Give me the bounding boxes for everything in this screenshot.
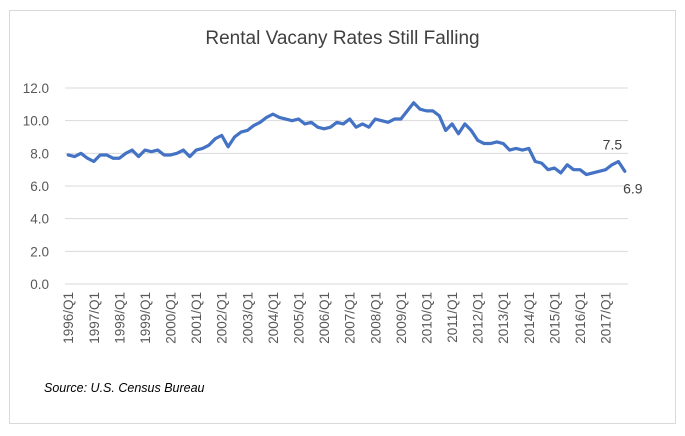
x-tick-label: 2000/Q1 bbox=[164, 292, 179, 344]
x-tick-label: 2006/Q1 bbox=[317, 292, 332, 344]
y-tick-label: 6.0 bbox=[30, 179, 49, 194]
series-line bbox=[66, 101, 627, 177]
x-tick-label: 2013/Q1 bbox=[496, 292, 511, 344]
data-label: 7.5 bbox=[603, 137, 623, 153]
chart-frame bbox=[9, 10, 676, 424]
y-tick-label: 10.0 bbox=[23, 114, 49, 129]
x-tick-label: 2011/Q1 bbox=[445, 292, 460, 343]
x-tick-label: 1999/Q1 bbox=[138, 292, 153, 344]
x-tick-label: 2005/Q1 bbox=[292, 292, 307, 344]
x-tick-label: 2004/Q1 bbox=[266, 292, 281, 344]
x-tick-label: 1997/Q1 bbox=[87, 292, 102, 344]
y-axis-ticks: 0.0 2.0 4.0 6.0 8.0 10.0 12.0 bbox=[23, 81, 49, 292]
y-tick-label: 4.0 bbox=[30, 212, 49, 227]
x-tick-label: 2007/Q1 bbox=[343, 292, 358, 344]
x-tick-label: 2008/Q1 bbox=[368, 292, 383, 344]
y-tick-label: 8.0 bbox=[30, 146, 49, 161]
x-tick-label: 1998/Q1 bbox=[112, 292, 127, 344]
x-tick-label: 2012/Q1 bbox=[471, 292, 486, 344]
x-tick-label: 2001/Q1 bbox=[189, 292, 204, 344]
chart-title: Rental Vacany Rates Still Falling bbox=[205, 28, 480, 49]
x-tick-label: 2003/Q1 bbox=[240, 292, 255, 344]
source-note: Source: U.S. Census Bureau bbox=[44, 381, 205, 395]
x-tick-label: 2016/Q1 bbox=[573, 292, 588, 344]
x-tick-label: 2017/Q1 bbox=[599, 292, 614, 344]
x-tick-label: 2015/Q1 bbox=[547, 292, 562, 344]
y-tick-label: 12.0 bbox=[23, 81, 49, 96]
x-tick-label: 1996/Q1 bbox=[61, 292, 76, 344]
data-label: 6.9 bbox=[623, 180, 643, 196]
x-tick-label: 2009/Q1 bbox=[394, 292, 409, 344]
x-tick-label: 2010/Q1 bbox=[419, 292, 434, 344]
x-axis-ticks: 1996/Q1 1997/Q1 1998/Q1 1999/Q1 2000/Q1 2001/… bbox=[61, 292, 613, 344]
y-tick-label: 0.0 bbox=[30, 277, 49, 292]
x-tick-label: 2002/Q1 bbox=[215, 292, 230, 344]
gridlines bbox=[65, 87, 628, 285]
annotations: 7.5 6.9 bbox=[603, 137, 643, 197]
x-tick-label: 2014/Q1 bbox=[522, 292, 537, 344]
y-tick-label: 2.0 bbox=[30, 244, 49, 259]
